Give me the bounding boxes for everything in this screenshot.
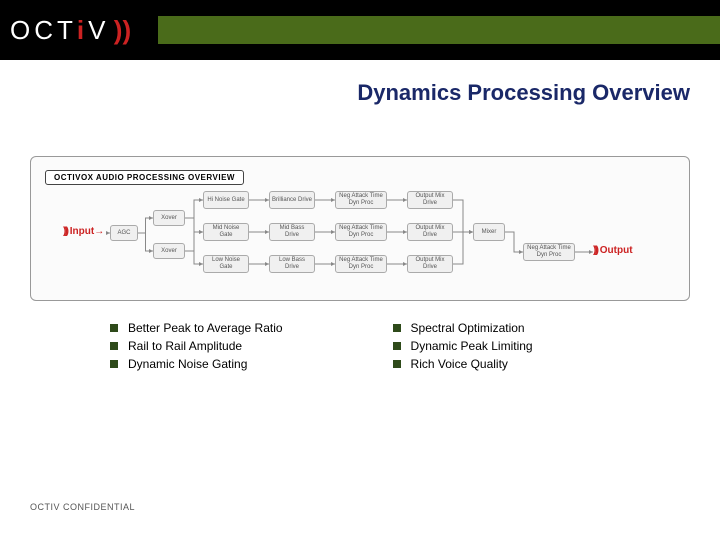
bullet-item: Better Peak to Average Ratio xyxy=(110,321,283,335)
flow-node-ng_lo: Low Noise Gate xyxy=(203,255,249,273)
flow-node-xo2: Xover xyxy=(153,243,185,259)
input-label: ))) Input→ xyxy=(63,226,104,237)
flow-node-ng_md: Mid Noise Gate xyxy=(203,223,249,241)
bullet-item: Dynamic Peak Limiting xyxy=(393,339,533,353)
output-text: Output xyxy=(600,245,633,256)
flow-node-mx_lo: Output Mix Drive xyxy=(407,255,453,273)
logo: OCTiV)) xyxy=(10,15,135,46)
flow-node-agc: AGC xyxy=(110,225,138,241)
flow-node-dp_hi: Neg Attack Time Dyn Proc xyxy=(335,191,387,209)
sound-waves-icon: )) xyxy=(109,15,135,46)
diagram-panel: OCTIVOX AUDIO PROCESSING OVERVIEW ))) In… xyxy=(30,156,690,301)
logo-pre: OCT xyxy=(10,15,77,46)
flow-node-xo1: Xover xyxy=(153,210,185,226)
flow-node-dr_hi: Brilliance Drive xyxy=(269,191,315,209)
bullet-item: Rail to Rail Amplitude xyxy=(110,339,283,353)
header-green-band xyxy=(158,16,720,44)
flow-node-dr_md: Mid Bass Drive xyxy=(269,223,315,241)
footer-confidential: OCTIV CONFIDENTIAL xyxy=(30,502,135,512)
input-text: Input xyxy=(70,226,94,237)
flow-node-dp_lo: Neg Attack Time Dyn Proc xyxy=(335,255,387,273)
output-waves-icon: ))) xyxy=(593,245,597,256)
flow-node-mx_hi: Output Mix Drive xyxy=(407,191,453,209)
bullet-item: Dynamic Noise Gating xyxy=(110,357,283,371)
logo-dot: i xyxy=(77,15,88,46)
header-bar: OCTiV)) xyxy=(0,0,720,60)
flow-node-dr_lo: Low Bass Drive xyxy=(269,255,315,273)
flow-node-mixer: Mixer xyxy=(473,223,505,241)
signal-flow-diagram: ))) Input→ ))) Output AGC Xover Xover Hi No… xyxy=(45,165,675,290)
logo-post: V xyxy=(88,15,109,46)
bullets-right: Spectral Optimization Dynamic Peak Limit… xyxy=(393,321,533,375)
flow-node-final: Neg Attack Time Dyn Proc xyxy=(523,243,575,261)
bullet-item: Rich Voice Quality xyxy=(393,357,533,371)
output-label: ))) Output xyxy=(593,245,633,256)
bullets-row: Better Peak to Average Ratio Rail to Rai… xyxy=(110,321,690,375)
bullet-item: Spectral Optimization xyxy=(393,321,533,335)
bullets-left: Better Peak to Average Ratio Rail to Rai… xyxy=(110,321,283,375)
input-waves-icon: ))) xyxy=(63,226,67,237)
flow-node-mx_md: Output Mix Drive xyxy=(407,223,453,241)
flow-node-dp_md: Neg Attack Time Dyn Proc xyxy=(335,223,387,241)
slide-title: Dynamics Processing Overview xyxy=(0,60,720,106)
flow-node-ng_hi: Hi Noise Gate xyxy=(203,191,249,209)
